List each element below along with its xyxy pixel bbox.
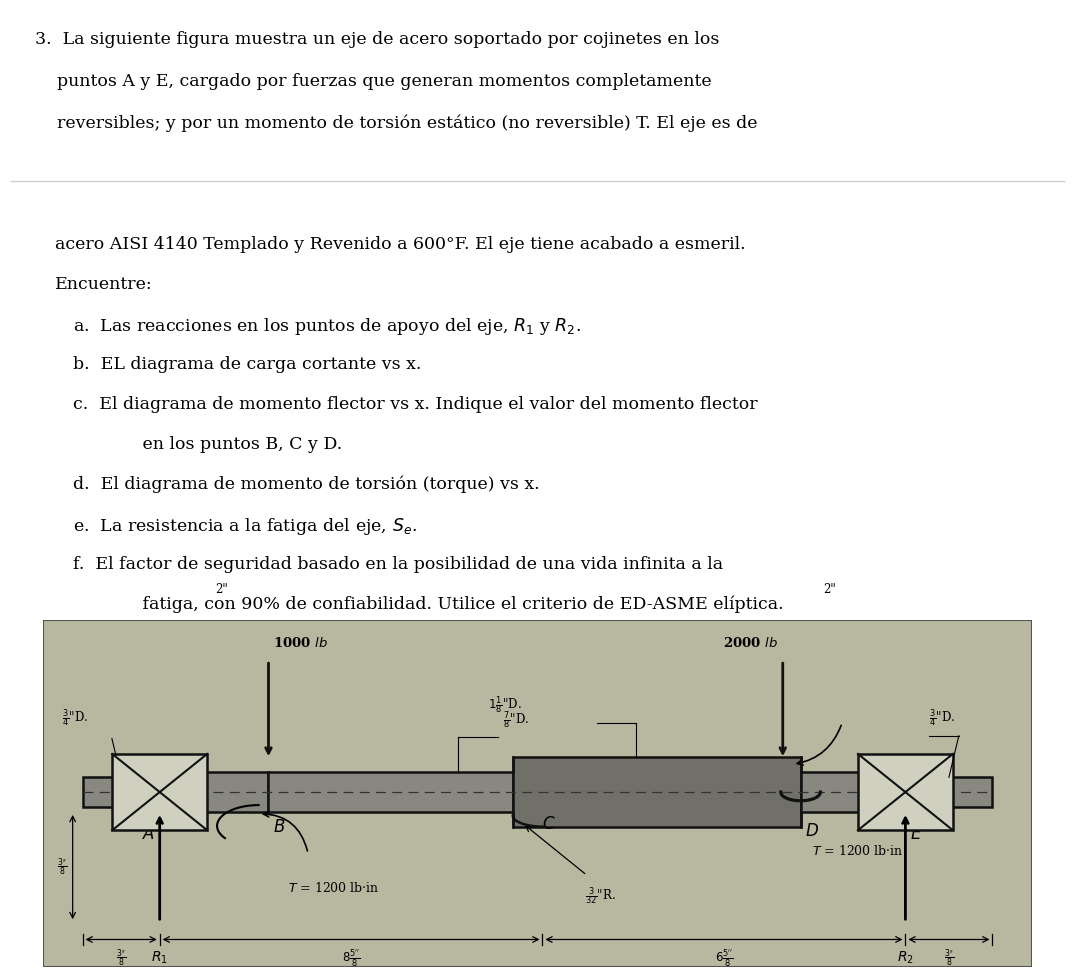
Text: $E$: $E$ (911, 826, 922, 843)
Bar (905, 778, 992, 807)
Text: e.  La resistencia a la fatiga del eje, $S_e$.: e. La resistencia a la fatiga del eje, $… (73, 516, 417, 536)
Text: g.  El factor de seguridad contra falla por fluencia en el primer ciclo.: g. El factor de seguridad contra falla p… (73, 635, 680, 653)
Text: $8\frac{5^{\prime\prime}}{8}$: $8\frac{5^{\prime\prime}}{8}$ (342, 948, 360, 969)
Text: Encuentre:: Encuentre: (55, 276, 153, 293)
Text: a.  Las reacciones en los puntos de apoyo del eje, $R_1$ y $R_2$.: a. Las reacciones en los puntos de apoyo… (73, 316, 580, 337)
Text: 3.  La siguiente figura muestra un eje de acero soportado por cojinetes en los: 3. La siguiente figura muestra un eje de… (35, 31, 719, 48)
Text: puntos A y E, cargado por fuerzas que generan momentos completamente: puntos A y E, cargado por fuerzas que ge… (35, 73, 712, 90)
Text: $\frac{3}{4}$"D.: $\frac{3}{4}$"D. (61, 707, 88, 729)
Text: $\frac{3^{\prime\prime}}{8}$: $\frac{3^{\prime\prime}}{8}$ (57, 857, 68, 877)
Text: $A$: $A$ (142, 826, 155, 843)
Bar (160, 772, 269, 812)
Text: d.  El diagrama de momento de torsión (torque) vs x.: d. El diagrama de momento de torsión (to… (73, 476, 540, 493)
Bar (513, 757, 801, 827)
Text: $C$: $C$ (543, 817, 556, 833)
Bar (858, 754, 952, 830)
Text: $\frac{3^{\prime\prime}}{8}$: $\frac{3^{\prime\prime}}{8}$ (116, 948, 126, 969)
Text: c.  El diagrama de momento flector vs x. Indique el valor del momento flector: c. El diagrama de momento flector vs x. … (73, 396, 758, 412)
Text: 2000 $lb$: 2000 $lb$ (723, 636, 778, 650)
Text: $\frac{3}{4}$"D.: $\frac{3}{4}$"D. (929, 707, 956, 729)
Text: $\frac{3^{\prime\prime}}{8}$: $\frac{3^{\prime\prime}}{8}$ (944, 948, 954, 969)
Text: f.  El factor de seguridad basado en la posibilidad de una vida infinita a la: f. El factor de seguridad basado en la p… (73, 556, 723, 573)
Text: 2": 2" (823, 583, 836, 596)
Bar (83, 778, 160, 807)
Text: fatiga, con 90% de confiabilidad. Utilice el criterio de ED-ASME elíptica.: fatiga, con 90% de confiabilidad. Utilic… (115, 596, 784, 613)
Text: $T$ = 1200 lb·in: $T$ = 1200 lb·in (288, 881, 379, 895)
Text: $R_2$: $R_2$ (897, 950, 914, 966)
Text: $T$ = 1200 lb·in: $T$ = 1200 lb·in (813, 844, 904, 858)
Text: $\frac{7}{8}$"D.: $\frac{7}{8}$"D. (503, 709, 529, 731)
Text: reversibles; y por un momento de torsión estático (no reversible) T. El eje es d: reversibles; y por un momento de torsión… (35, 115, 758, 133)
Text: en los puntos B, C y D.: en los puntos B, C y D. (115, 436, 342, 452)
Text: 1000 $lb$: 1000 $lb$ (273, 636, 328, 650)
Text: $B$: $B$ (273, 819, 286, 836)
Text: b.  EL diagrama de carga cortante vs x.: b. EL diagrama de carga cortante vs x. (73, 356, 421, 372)
Text: $D$: $D$ (804, 824, 818, 840)
Text: $1\frac{1}{8}$"D.: $1\frac{1}{8}$"D. (488, 694, 521, 716)
Bar (112, 754, 207, 830)
Text: $6\frac{5^{\prime\prime}}{8}$: $6\frac{5^{\prime\prime}}{8}$ (715, 948, 733, 969)
Bar (269, 772, 513, 812)
Bar (801, 772, 905, 812)
Text: 2": 2" (215, 583, 228, 596)
Text: acero AISI 4140 Templado y Revenido a 600°F. El eje tiene acabado a esmeril.: acero AISI 4140 Templado y Revenido a 60… (55, 235, 746, 253)
Text: $R_1$: $R_1$ (152, 950, 168, 966)
Text: $\frac{3}{32}$"R.: $\frac{3}{32}$"R. (585, 886, 616, 908)
